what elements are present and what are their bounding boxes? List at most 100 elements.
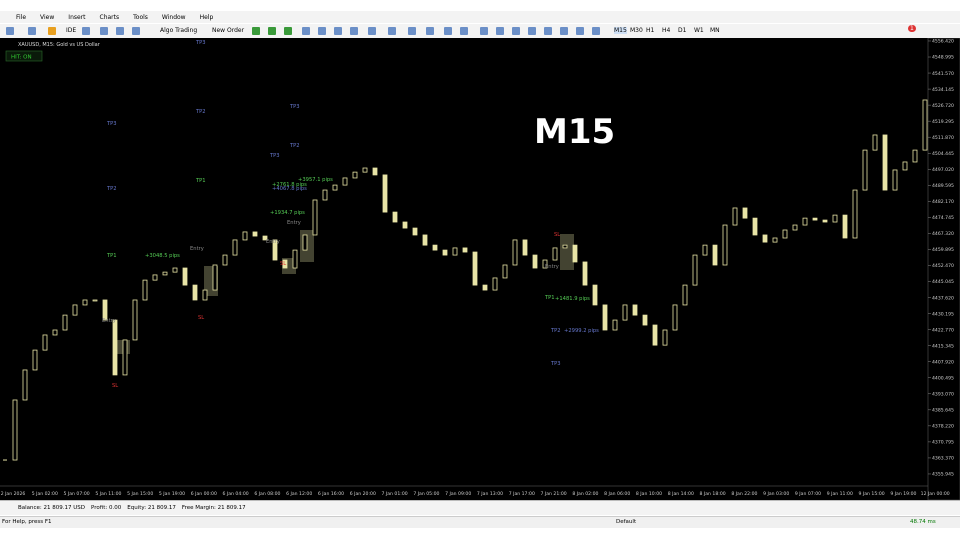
- menu-item[interactable]: Tools: [133, 13, 148, 21]
- icon[interactable]: [48, 27, 56, 35]
- timeframe-button[interactable]: W1: [694, 27, 704, 34]
- timeframe-button[interactable]: H1: [646, 27, 655, 34]
- profile: Default: [616, 519, 637, 525]
- icon[interactable]: [268, 27, 276, 35]
- menu-item[interactable]: File: [16, 13, 27, 21]
- algo-trading-button[interactable]: Algo Trading: [160, 27, 198, 34]
- candle: [262, 235, 268, 241]
- trade-annotation: SL: [112, 383, 118, 389]
- icon[interactable]: [560, 27, 568, 35]
- icon[interactable]: [368, 27, 376, 35]
- icon[interactable]: [460, 27, 468, 35]
- time-label: 8 Jan 10:00: [636, 491, 662, 497]
- icon[interactable]: [350, 27, 358, 35]
- candle: [222, 254, 228, 266]
- candle: [582, 261, 588, 286]
- trade-annotation: TP2: [106, 186, 117, 192]
- icon[interactable]: [100, 27, 108, 35]
- help-text: For Help, press F1: [2, 519, 52, 525]
- icon[interactable]: [82, 27, 90, 35]
- icon[interactable]: [318, 27, 326, 35]
- icon[interactable]: [334, 27, 342, 35]
- ping: 48.74 ms: [910, 519, 936, 525]
- candle: [542, 259, 548, 269]
- timeframe-button[interactable]: M15: [614, 27, 627, 34]
- candle: [342, 177, 348, 186]
- trade-annotation: +1481.9 pips: [555, 296, 590, 302]
- trade-annotation: +2761.8 pips: [272, 182, 307, 188]
- candle: [622, 304, 628, 321]
- price-label: 4459.895: [932, 247, 954, 253]
- icon[interactable]: [132, 27, 140, 35]
- icon[interactable]: [28, 27, 36, 35]
- candle: [232, 239, 238, 256]
- icon[interactable]: [116, 27, 124, 35]
- icon[interactable]: [252, 27, 260, 35]
- price-label: 4385.645: [932, 408, 954, 414]
- candle: [382, 174, 388, 213]
- notification-badge[interactable]: 1: [908, 25, 916, 32]
- candle: [882, 134, 888, 191]
- candle: [892, 169, 898, 191]
- candle: [292, 249, 298, 269]
- timeframe-button[interactable]: MN: [710, 27, 720, 34]
- menu-item[interactable]: Window: [161, 13, 186, 21]
- trade-annotation: TP2: [289, 143, 300, 149]
- menu-item[interactable]: Help: [199, 13, 214, 21]
- icon[interactable]: [592, 27, 600, 35]
- trade-annotation: +1934.7 pips: [270, 210, 305, 216]
- trade-annotation: TP1: [544, 295, 555, 301]
- icon[interactable]: [408, 27, 416, 35]
- time-label: 7 Jan 05:00: [413, 491, 439, 497]
- price-label: 4445.045: [932, 279, 954, 285]
- time-label: 7 Jan 09:00: [445, 491, 471, 497]
- candle: [692, 254, 698, 286]
- icon[interactable]: [388, 27, 396, 35]
- menu-item[interactable]: View: [40, 13, 55, 21]
- candle: [572, 244, 578, 263]
- new-order-button[interactable]: New Order: [212, 27, 245, 34]
- time-label: 6 Jan 00:00: [191, 491, 217, 497]
- time-label: 5 Jan 07:00: [64, 491, 90, 497]
- icon[interactable]: [576, 27, 584, 35]
- candle: [102, 299, 108, 321]
- icon[interactable]: [544, 27, 552, 35]
- icon[interactable]: [6, 27, 14, 35]
- time-label: 7 Jan 21:00: [541, 491, 567, 497]
- icon[interactable]: [426, 27, 434, 35]
- candle: [822, 219, 828, 223]
- candle: [912, 149, 918, 163]
- icon[interactable]: [302, 27, 310, 35]
- icon[interactable]: [284, 27, 292, 35]
- profit: Profit: 0.00: [91, 505, 122, 511]
- icon[interactable]: [480, 27, 488, 35]
- time-label: 8 Jan 06:00: [604, 491, 630, 497]
- timeframe-button[interactable]: H4: [662, 27, 671, 34]
- timeframe-button[interactable]: D1: [678, 27, 687, 34]
- trade-annotation: Entry: [287, 220, 301, 226]
- candle: [602, 304, 608, 331]
- time-label: 7 Jan 01:00: [382, 491, 408, 497]
- menu-item[interactable]: Insert: [68, 13, 86, 21]
- icon[interactable]: [512, 27, 520, 35]
- candle: [252, 231, 258, 237]
- symbol-label: XAUUSD, M15: Gold vs US Dollar: [18, 42, 101, 48]
- menu-item[interactable]: Charts: [99, 13, 120, 21]
- candle: [752, 217, 758, 236]
- icon[interactable]: [496, 27, 504, 35]
- trade-annotation: TP3: [106, 121, 117, 127]
- icon[interactable]: [528, 27, 536, 35]
- price-label: 4541.570: [932, 71, 954, 77]
- watermark: M15: [534, 112, 615, 152]
- candle: [142, 279, 148, 301]
- icon[interactable]: [444, 27, 452, 35]
- candle: [832, 214, 838, 223]
- candle: [72, 304, 78, 316]
- ide-button[interactable]: IDE: [66, 27, 77, 34]
- price-label: 4452.470: [932, 263, 954, 269]
- time-label: 7 Jan 17:00: [509, 491, 535, 497]
- candle: [242, 231, 248, 241]
- time-label: 6 Jan 08:00: [254, 491, 280, 497]
- candle: [842, 214, 848, 239]
- timeframe-button[interactable]: M30: [630, 27, 643, 34]
